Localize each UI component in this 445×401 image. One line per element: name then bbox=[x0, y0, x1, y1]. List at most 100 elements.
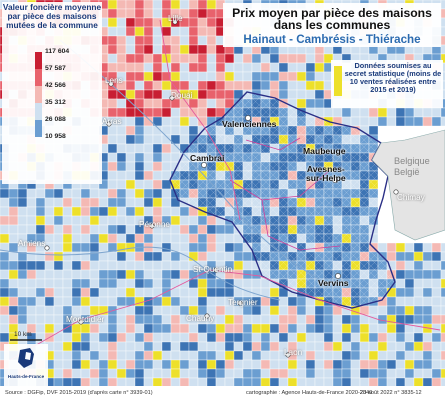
commune-cell bbox=[170, 152, 181, 163]
commune-cell bbox=[404, 116, 415, 127]
commune-cell bbox=[17, 278, 28, 289]
commune-cell bbox=[323, 314, 334, 325]
commune-cell bbox=[179, 62, 190, 73]
commune-cell bbox=[107, 170, 118, 181]
commune-cell bbox=[242, 260, 253, 271]
commune-cell bbox=[431, 305, 442, 316]
city-marker bbox=[332, 177, 338, 183]
commune-cell bbox=[134, 368, 145, 379]
city-label: St-Quentin bbox=[193, 265, 233, 274]
commune-cell bbox=[161, 341, 172, 352]
commune-cell bbox=[215, 305, 226, 316]
commune-cell bbox=[368, 305, 379, 316]
commune-cell bbox=[296, 368, 307, 379]
commune-cell bbox=[251, 332, 262, 343]
commune-cell bbox=[80, 332, 91, 343]
commune-cell bbox=[116, 161, 127, 172]
legend-class-value: 10 958 bbox=[45, 133, 66, 140]
commune-cell bbox=[341, 323, 352, 334]
commune-cell bbox=[314, 89, 325, 100]
commune-cell bbox=[233, 332, 244, 343]
commune-cell bbox=[161, 107, 172, 118]
legend-swatch bbox=[35, 52, 42, 69]
commune-cell bbox=[359, 323, 370, 334]
commune-cell bbox=[143, 332, 154, 343]
commune-cell bbox=[143, 152, 154, 163]
commune-cell bbox=[206, 224, 217, 235]
commune-cell bbox=[215, 80, 226, 91]
commune-cell bbox=[404, 278, 415, 289]
commune-cell bbox=[170, 71, 181, 82]
commune-cell bbox=[368, 323, 379, 334]
commune-cell bbox=[35, 296, 46, 307]
commune-cell bbox=[62, 197, 73, 208]
commune-cell bbox=[107, 206, 118, 217]
commune-cell bbox=[431, 287, 442, 298]
commune-cell bbox=[269, 323, 280, 334]
commune-cell bbox=[350, 323, 361, 334]
commune-cell bbox=[188, 278, 199, 289]
commune-cell bbox=[107, 143, 118, 154]
commune-cell bbox=[440, 296, 445, 307]
commune-cell bbox=[296, 305, 307, 316]
city-marker bbox=[204, 313, 210, 319]
commune-cell bbox=[269, 359, 280, 370]
commune-cell bbox=[161, 233, 172, 244]
commune-cell bbox=[152, 350, 163, 361]
commune-cell bbox=[332, 350, 343, 361]
commune-cell bbox=[125, 17, 136, 28]
commune-cell bbox=[71, 305, 82, 316]
commune-cell bbox=[179, 269, 190, 280]
commune-cell bbox=[125, 8, 136, 19]
commune-cell bbox=[89, 260, 100, 271]
commune-cell bbox=[305, 350, 316, 361]
commune-cell bbox=[98, 242, 109, 253]
city-label: Maubeuge bbox=[303, 146, 346, 156]
commune-cell bbox=[206, 26, 217, 37]
commune-cell bbox=[143, 26, 154, 37]
city-marker bbox=[108, 81, 114, 87]
commune-cell bbox=[206, 80, 217, 91]
commune-cell bbox=[98, 215, 109, 226]
commune-cell bbox=[413, 332, 424, 343]
commune-cell bbox=[368, 125, 379, 136]
commune-cell bbox=[332, 314, 343, 325]
commune-cell bbox=[179, 125, 190, 136]
legend-swatch bbox=[35, 103, 42, 120]
commune-cell bbox=[296, 323, 307, 334]
commune-cell bbox=[134, 53, 145, 64]
commune-cell bbox=[332, 359, 343, 370]
commune-cell bbox=[206, 296, 217, 307]
commune-cell bbox=[242, 314, 253, 325]
commune-cell bbox=[440, 17, 445, 28]
commune-cell bbox=[170, 44, 181, 55]
logo: Hauts-de-France bbox=[4, 344, 48, 386]
commune-cell bbox=[413, 368, 424, 379]
commune-cell bbox=[116, 260, 127, 271]
commune-cell bbox=[125, 107, 136, 118]
commune-cell bbox=[350, 368, 361, 379]
commune-cell bbox=[143, 323, 154, 334]
commune-cell bbox=[350, 116, 361, 127]
commune-cell bbox=[179, 116, 190, 127]
commune-cell bbox=[152, 44, 163, 55]
commune-cell bbox=[413, 296, 424, 307]
commune-cell bbox=[440, 359, 445, 370]
commune-cell bbox=[206, 215, 217, 226]
commune-cell bbox=[206, 89, 217, 100]
commune-cell bbox=[53, 197, 64, 208]
commune-cell bbox=[80, 323, 91, 334]
commune-cell bbox=[35, 188, 46, 199]
commune-cell bbox=[71, 260, 82, 271]
commune-cell bbox=[107, 0, 118, 10]
commune-cell bbox=[314, 323, 325, 334]
commune-cell bbox=[350, 341, 361, 352]
legend-class-value: 42 566 bbox=[45, 82, 66, 89]
commune-cell bbox=[404, 269, 415, 280]
commune-cell bbox=[368, 341, 379, 352]
commune-cell bbox=[431, 350, 442, 361]
commune-cell bbox=[215, 287, 226, 298]
commune-cell bbox=[161, 188, 172, 199]
commune-cell bbox=[215, 242, 226, 253]
commune-cell bbox=[80, 197, 91, 208]
